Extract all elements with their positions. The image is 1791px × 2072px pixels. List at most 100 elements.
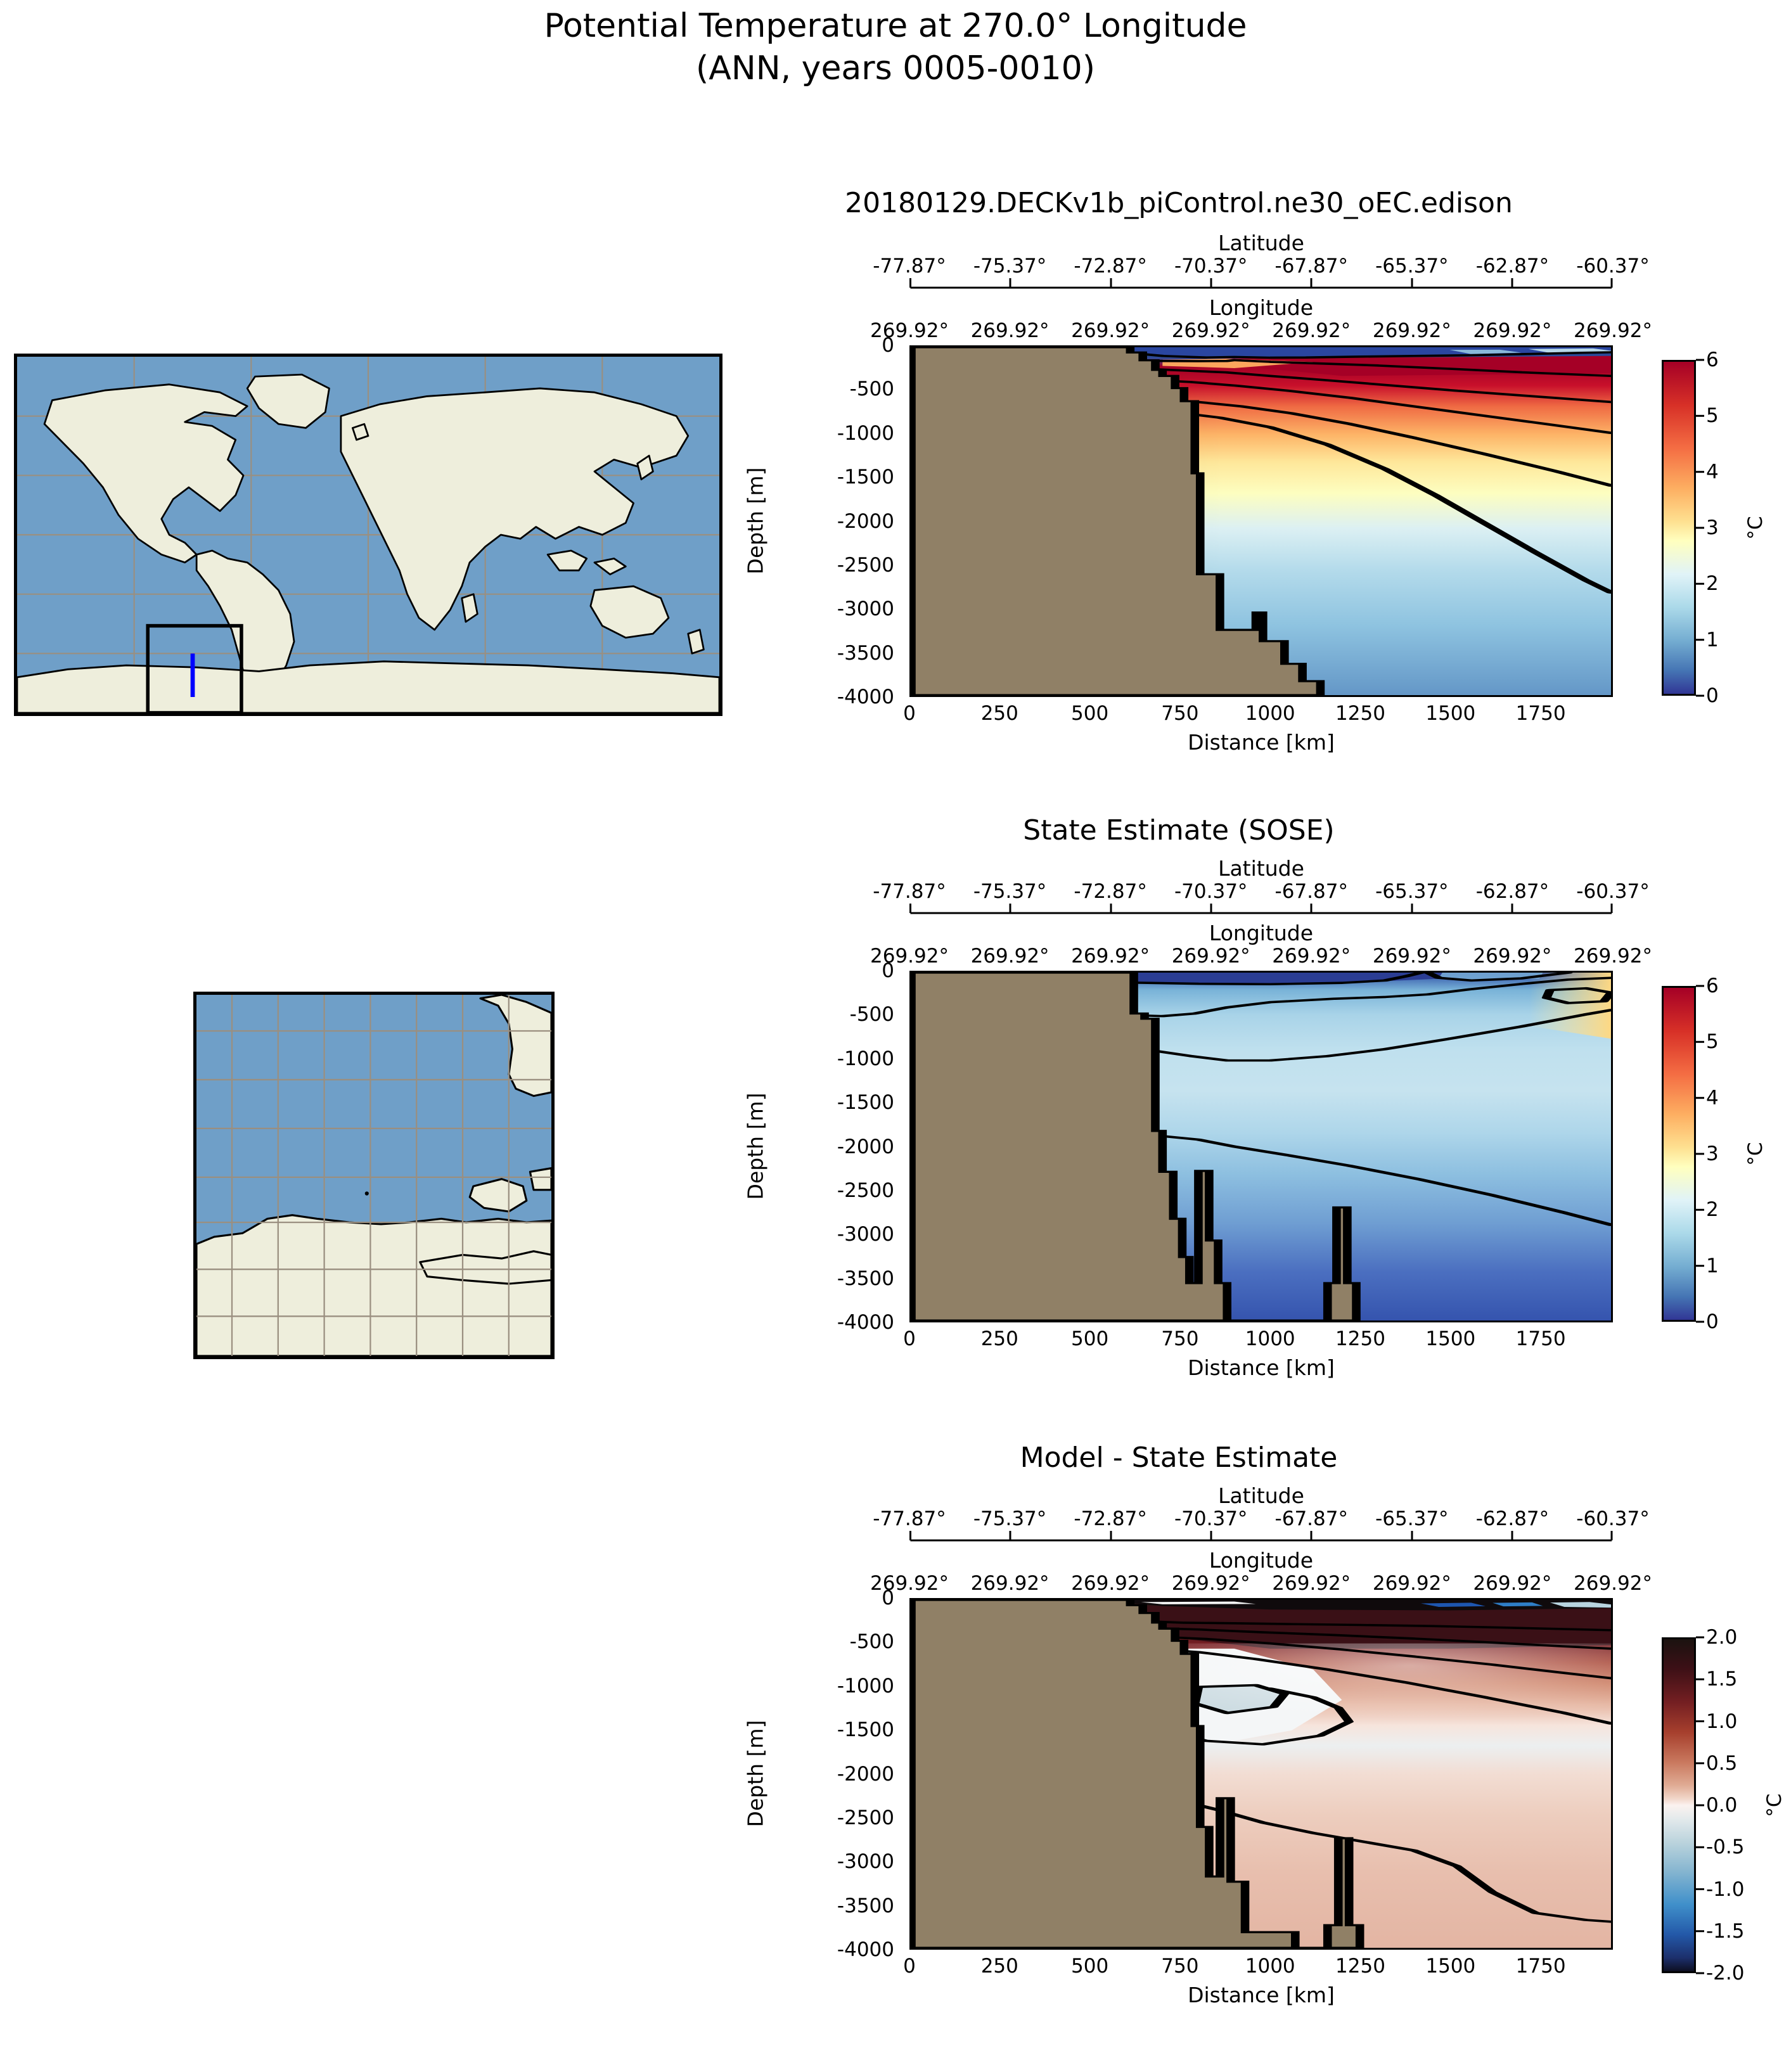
cb-tick: 4 [1706, 460, 1719, 483]
cb-tick: -0.5 [1706, 1836, 1745, 1859]
lon-tick: 269.92° [1574, 1572, 1652, 1595]
panel-sose-longitude-label: Longitude [1209, 921, 1314, 945]
cb-tick: -1.5 [1706, 1919, 1745, 1943]
panel-model-contours [911, 347, 1611, 695]
bathymetry-mask-sose [911, 973, 1361, 1321]
cb-tick: 1.0 [1706, 1710, 1738, 1733]
depth-tick: -1500 [837, 466, 894, 489]
cb-tick: 6 [1706, 975, 1719, 997]
panel-model-xticks: 0 250 500 750 1000 1250 1500 1750 [903, 702, 1613, 727]
region-marker-dot [364, 1191, 369, 1196]
lon-tick: 269.92° [1071, 1572, 1150, 1595]
lon-tick: 269.92° [1171, 1572, 1250, 1595]
cb-tick: 0.5 [1706, 1751, 1738, 1775]
colorbar-model[interactable] [1662, 360, 1696, 696]
lat-tick: -60.37° [1576, 1507, 1650, 1530]
contour-0-5 [1143, 1647, 1611, 1725]
lat-tick: -72.87° [1074, 880, 1147, 903]
cb-tick: 6 [1706, 349, 1719, 371]
contour-0-0-shelf [1150, 1687, 1354, 1746]
contour-0-3-deep [1179, 1800, 1611, 1923]
colorbar-sose[interactable] [1662, 986, 1696, 1322]
panel-sose-longitude-ticks: 269.92° 269.92° 269.92° 269.92° 269.92° … [870, 945, 1652, 968]
bathymetry-mask-model [911, 347, 1325, 695]
lon-tick: 269.92° [870, 1572, 949, 1595]
depth-tick: -1000 [837, 421, 894, 445]
depth-tick: -1500 [837, 1091, 894, 1115]
panel-model-latitude-ticks: -77.87° -75.37° -72.87° -70.37° -67.87° … [873, 255, 1649, 278]
dist-tick: 500 [1071, 1327, 1109, 1350]
panel-sose-title: State Estimate (SOSE) [1023, 814, 1335, 847]
dist-tick: 1500 [1425, 1955, 1476, 1978]
contour-0C [1129, 973, 1426, 986]
depth-tick: -4000 [837, 1311, 894, 1334]
cb-tick: 2 [1706, 572, 1719, 596]
dist-tick: 500 [1071, 702, 1109, 725]
lat-tick: -70.37° [1174, 255, 1248, 278]
contour-lines-sose [1129, 973, 1611, 1226]
panel-diff: Model - State Estimate [735, 1442, 1622, 1474]
depth-tick: -2000 [837, 1762, 894, 1786]
dist-tick: 1000 [1245, 702, 1295, 725]
dist-tick: 250 [980, 1955, 1018, 1978]
depth-tick: -3000 [837, 1223, 894, 1246]
depth-tick: -4000 [837, 686, 894, 708]
lat-tick: -70.37° [1174, 880, 1248, 903]
colorbar-diff[interactable] [1662, 1637, 1696, 1973]
panel-diff-xticks: 0 250 500 750 1000 1250 1500 1750 [903, 1955, 1613, 1980]
lat-tick: -65.37° [1375, 880, 1449, 903]
lon-tick: 269.92° [970, 1572, 1050, 1595]
contour-1-5 [1136, 1627, 1611, 1650]
contour-lines-diff [1129, 1620, 1611, 1923]
depth-tick: -1000 [837, 1674, 894, 1698]
lat-tick: -77.87° [873, 255, 946, 278]
panel-model-plot[interactable] [909, 345, 1613, 697]
suptitle-line-2: (ANN, years 0005-0010) [695, 49, 1096, 87]
panel-model-latitude-spine [909, 278, 1613, 289]
dist-tick: 1750 [1515, 1955, 1566, 1978]
dist-tick: 1250 [1335, 1327, 1385, 1350]
panel-sose-contours [911, 973, 1611, 1321]
contour-1-5C [1179, 412, 1611, 594]
band-patch-cool [1449, 349, 1522, 354]
dist-tick: 750 [1161, 1955, 1199, 1978]
cb-tick: 4 [1706, 1086, 1719, 1110]
lon-tick: 269.92° [870, 945, 949, 968]
lat-tick: -77.87° [873, 1507, 946, 1530]
cb-tick: 0 [1706, 684, 1719, 707]
panel-diff-plot[interactable] [909, 1598, 1613, 1950]
depth-tick: -2000 [837, 1135, 894, 1158]
panel-model-latitude-label: Latitude [1218, 231, 1304, 255]
lat-tick: -67.87° [1274, 880, 1348, 903]
cb-tick: 3 [1706, 1142, 1719, 1165]
dist-tick: 500 [1071, 1955, 1109, 1978]
panel-model-longitude-label: Longitude [1209, 295, 1314, 320]
cb-tick: 1 [1706, 1254, 1719, 1277]
cb-tickmarks [1696, 359, 1704, 697]
panel-model-title: 20180129.DECKv1b_piControl.ne30_oEC.edis… [845, 187, 1513, 219]
panel-sose-latitude-spine [909, 904, 1613, 914]
global-locator-map [14, 354, 722, 716]
regional-locator-map [193, 992, 555, 1359]
depth-tick: -2500 [837, 553, 894, 577]
panel-sose-distance-label: Distance [km] [1188, 1355, 1335, 1380]
lat-tick: -75.37° [973, 1507, 1047, 1530]
cb-tick: -1.0 [1706, 1877, 1745, 1901]
panel-diff-latitude-label: Latitude [1218, 1483, 1304, 1508]
dist-tick: 750 [1161, 1327, 1199, 1350]
panel-diff-depth-label: Depth [m] [743, 1720, 768, 1827]
depth-tick: -2500 [837, 1806, 894, 1829]
lat-tick: -65.37° [1375, 255, 1449, 278]
dist-tick: 0 [903, 702, 916, 725]
contour-2-0 [1129, 1620, 1611, 1632]
depth-tick: -3000 [837, 1850, 894, 1874]
cb-tick: 3 [1706, 516, 1719, 539]
panel-sose-plot[interactable] [909, 971, 1613, 1322]
lat-tick: -72.87° [1074, 255, 1147, 278]
dist-tick: 1750 [1515, 702, 1566, 725]
lat-tick: -67.87° [1274, 255, 1348, 278]
panel-diff-longitude-ticks: 269.92° 269.92° 269.92° 269.92° 269.92° … [870, 1572, 1652, 1595]
cb-tickmarks [1696, 1636, 1704, 1974]
dist-tick: 1500 [1425, 702, 1476, 725]
